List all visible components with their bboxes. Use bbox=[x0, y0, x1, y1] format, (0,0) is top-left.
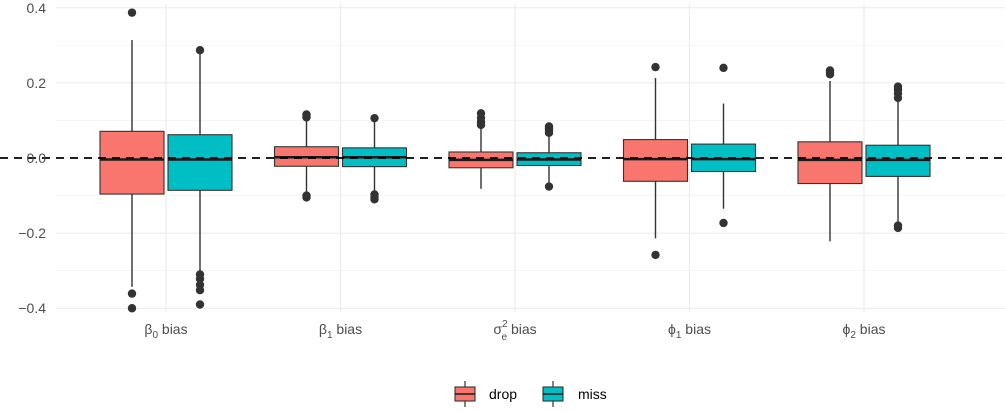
outlier-point bbox=[302, 113, 311, 122]
outlier-point bbox=[195, 286, 205, 295]
outlier-point bbox=[302, 193, 311, 202]
outlier-point bbox=[651, 62, 660, 72]
y-tick-label: 0.2 bbox=[27, 75, 47, 91]
legend-item-drop: drop bbox=[454, 381, 517, 407]
box-drop-2 bbox=[448, 109, 514, 189]
x-tick-label: β1 bias bbox=[319, 321, 362, 341]
box-miss-4 bbox=[865, 82, 931, 233]
outlier-point bbox=[544, 128, 554, 138]
outlier-point bbox=[195, 300, 205, 309]
box-iqr bbox=[167, 134, 233, 191]
box-iqr bbox=[99, 130, 165, 195]
y-tick-label: −0.4 bbox=[18, 300, 46, 316]
box-miss-0 bbox=[167, 46, 233, 309]
box-drop-3 bbox=[622, 62, 689, 260]
outlier-point bbox=[825, 70, 835, 79]
y-tick-label: 0.0 bbox=[27, 150, 47, 166]
box-iqr bbox=[622, 139, 689, 182]
x-tick-label: σ2 e bias bbox=[493, 319, 536, 343]
box-drop-4 bbox=[797, 66, 863, 242]
x-tick-label: ϕ2 bias bbox=[843, 321, 886, 341]
outlier-point bbox=[195, 46, 205, 55]
box-drop-1 bbox=[273, 110, 340, 202]
outlier-point bbox=[127, 8, 137, 17]
outlier-point bbox=[719, 218, 728, 228]
outlier-point bbox=[370, 195, 379, 204]
box-iqr bbox=[797, 141, 863, 185]
outlier-point bbox=[893, 223, 903, 233]
box-drop-0 bbox=[99, 8, 165, 313]
outlier-point bbox=[719, 63, 728, 73]
outlier-point bbox=[370, 113, 379, 123]
legend-label: drop bbox=[489, 386, 517, 402]
box-miss-3 bbox=[690, 63, 757, 228]
legend-item-miss: miss bbox=[542, 381, 607, 407]
outlier-point bbox=[544, 182, 554, 191]
x-tick-label: β0 bias bbox=[144, 321, 187, 341]
x-tick-label: ϕ1 bias bbox=[668, 321, 711, 341]
outlier-point bbox=[651, 250, 660, 260]
y-axis: −0.4 −0.2 0.0 0.2 0.4 bbox=[18, 0, 46, 316]
outlier-point bbox=[893, 93, 903, 103]
outlier-point bbox=[127, 289, 137, 298]
x-axis: β0 bias β1 bias σ2 e bias ϕ1 bias ϕ2 bias bbox=[144, 319, 885, 343]
boxes bbox=[99, 8, 931, 313]
box-miss-2 bbox=[516, 122, 582, 191]
legend-label: miss bbox=[578, 386, 607, 402]
legend: drop miss bbox=[454, 381, 607, 407]
outlier-point bbox=[476, 120, 486, 130]
outlier-point bbox=[127, 304, 137, 313]
y-tick-label: 0.4 bbox=[27, 0, 47, 16]
y-tick-label: −0.2 bbox=[18, 225, 46, 241]
outlier-point bbox=[195, 274, 205, 284]
